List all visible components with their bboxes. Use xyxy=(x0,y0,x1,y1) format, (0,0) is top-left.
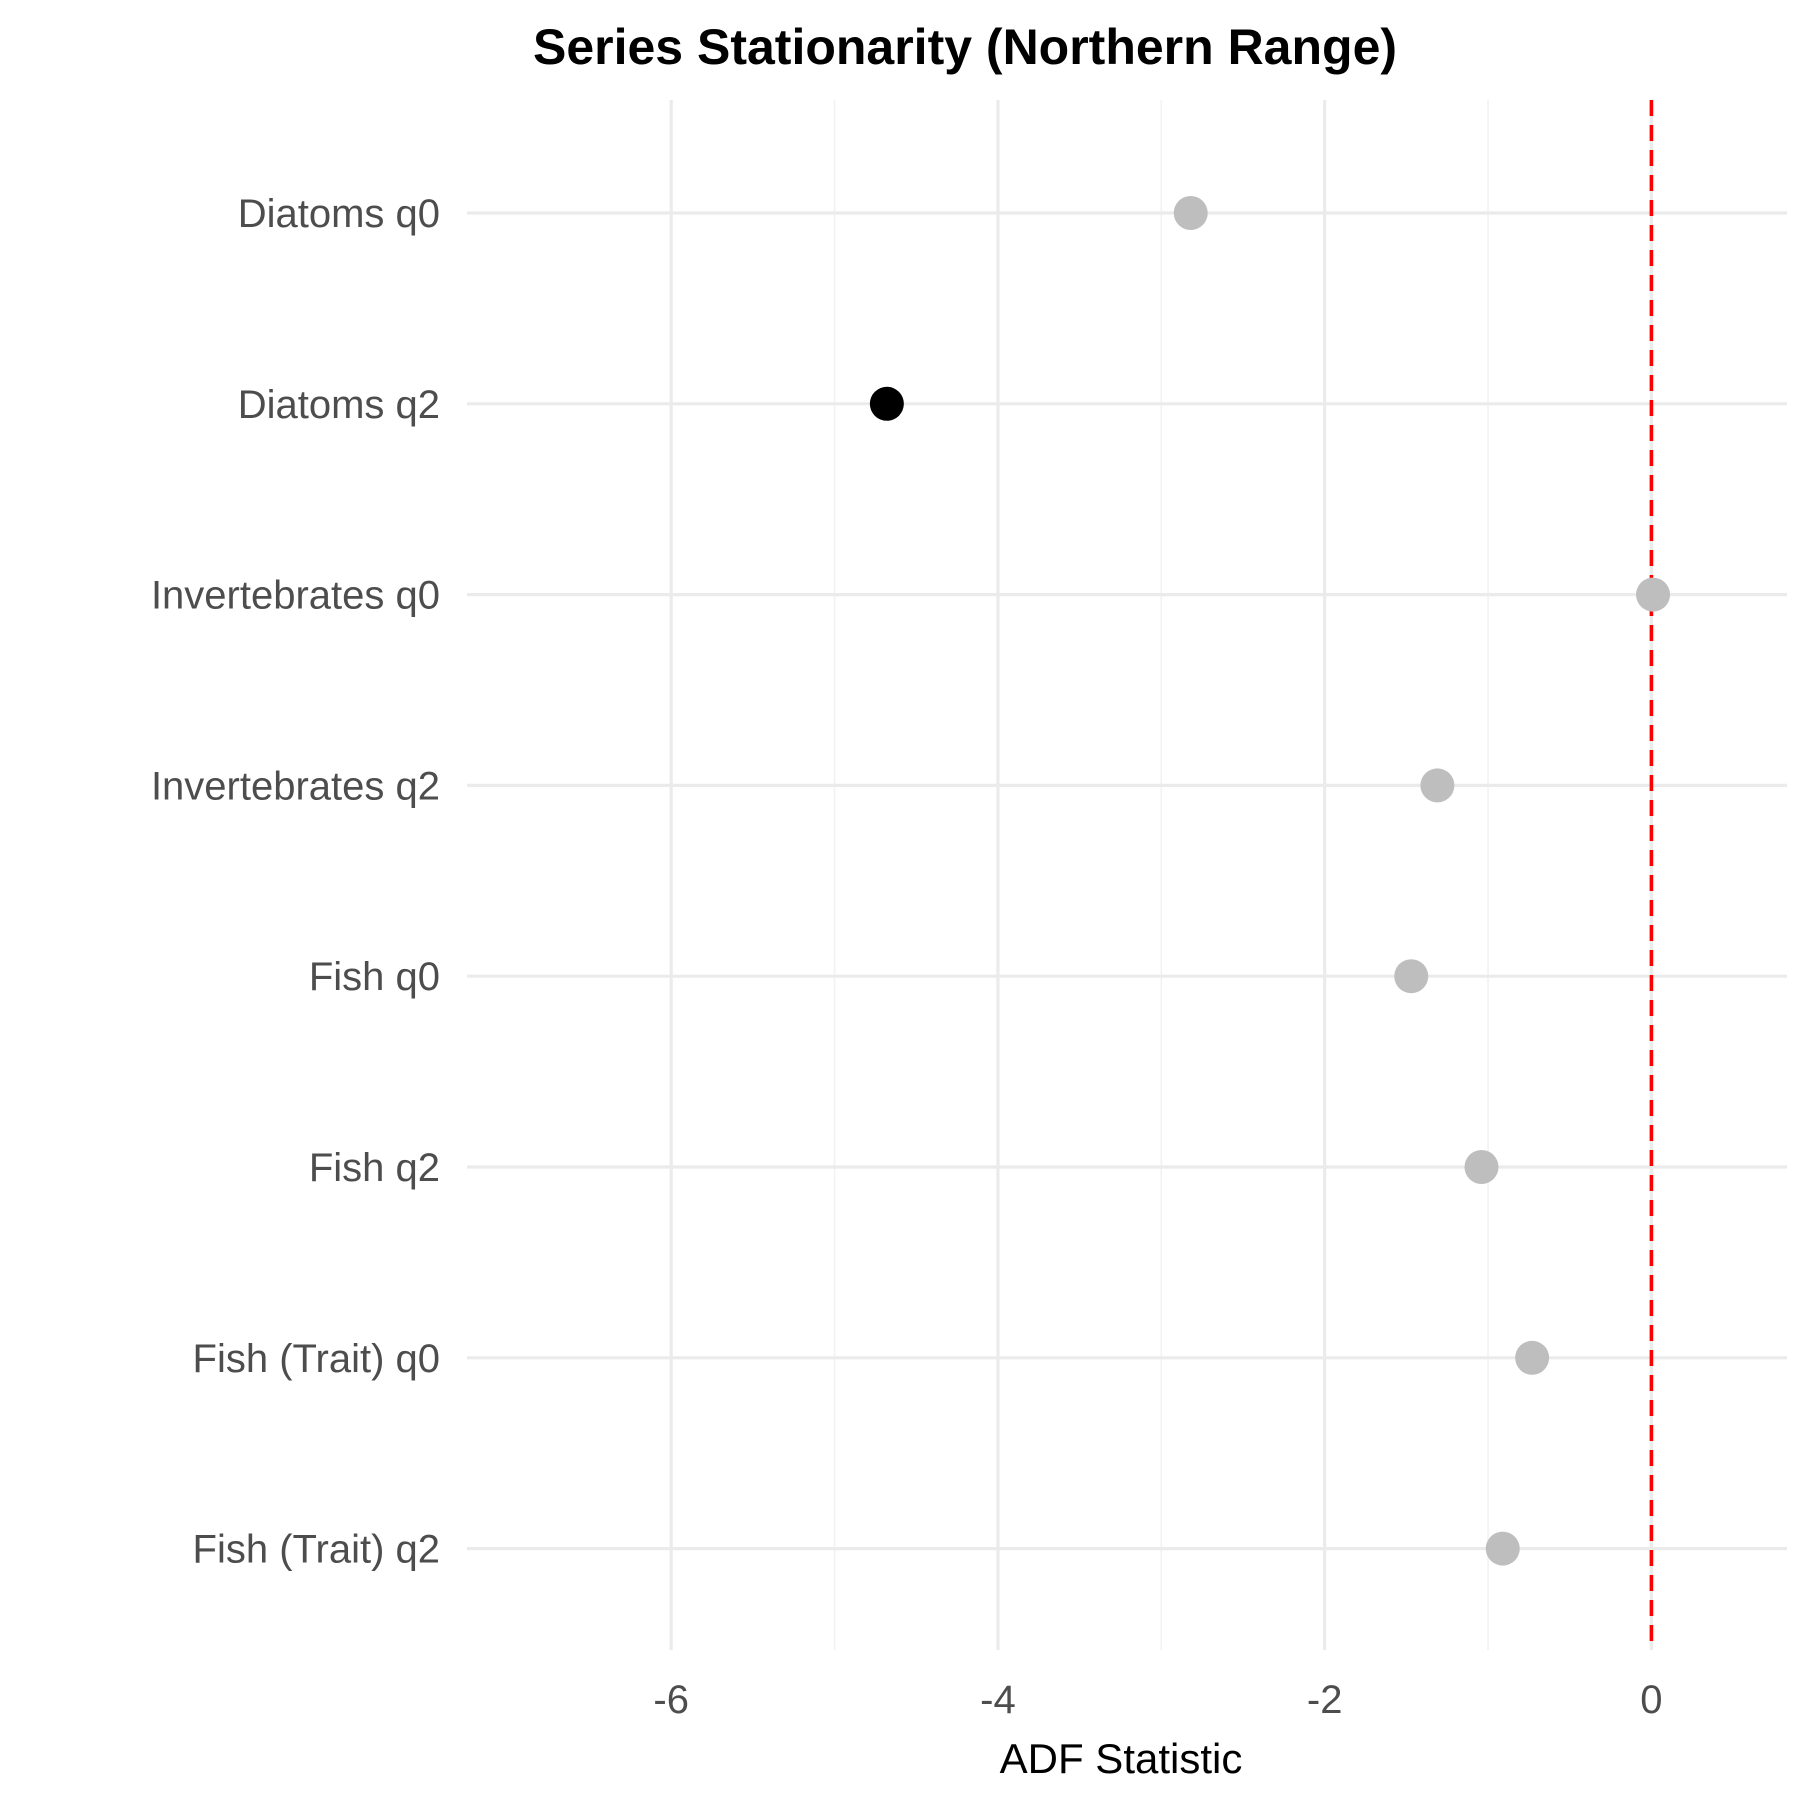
x-tick-label: 0 xyxy=(1640,1678,1662,1722)
data-point xyxy=(1420,768,1455,803)
y-tick-label: Fish q0 xyxy=(309,955,440,999)
data-point xyxy=(1173,196,1208,230)
highlighted-data-point xyxy=(869,386,904,421)
y-tick-label: Fish q2 xyxy=(309,1146,440,1190)
data-point xyxy=(1636,577,1671,612)
y-tick-label: Invertebrates q2 xyxy=(151,764,440,808)
y-tick-label: Fish (Trait) q2 xyxy=(193,1528,440,1572)
y-tick-label: Fish (Trait) q0 xyxy=(193,1337,440,1381)
data-point xyxy=(1515,1340,1550,1375)
data-point xyxy=(1394,959,1429,994)
x-axis-title: ADF Statistic xyxy=(1000,1735,1243,1782)
chart-title: Series Stationarity (Northern Range) xyxy=(533,19,1397,75)
x-tick-label: -6 xyxy=(653,1678,689,1722)
y-tick-label: Diatoms q0 xyxy=(238,192,440,236)
y-tick-label: Diatoms q2 xyxy=(238,383,440,427)
y-tick-label: Invertebrates q0 xyxy=(151,574,440,618)
plot-panel: Diatoms q0 Diatoms q2 Invertebrates q0 Inve… xyxy=(151,100,1787,1722)
x-tick-label: -2 xyxy=(1307,1678,1343,1722)
data-point xyxy=(1464,1150,1499,1184)
data-point xyxy=(1485,1531,1520,1566)
x-tick-label: -4 xyxy=(980,1678,1016,1722)
